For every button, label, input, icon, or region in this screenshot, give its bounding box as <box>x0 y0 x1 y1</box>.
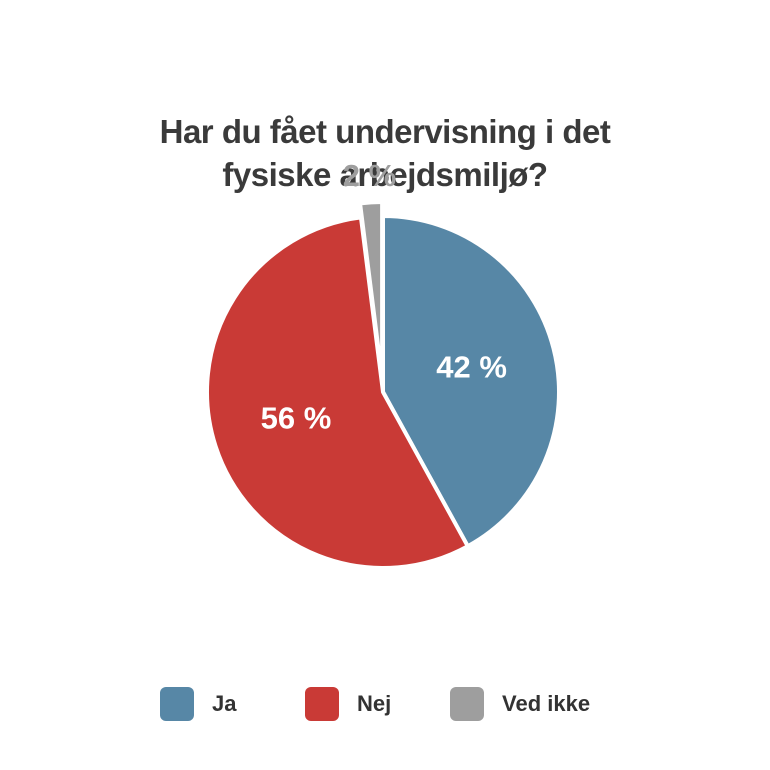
data-label-ja: 42 % <box>436 349 507 384</box>
legend: Ja Nej Ved ikke <box>0 686 770 726</box>
legend-item-ved-ikke: Ved ikke <box>450 686 590 722</box>
legend-item-nej: Nej <box>305 686 391 722</box>
legend-swatch-nej <box>305 687 339 721</box>
pie-slice-ved-ikke <box>358 200 385 381</box>
chart-title: Har du fået undervisning i det fysiske a… <box>0 110 770 196</box>
legend-swatch-ved-ikke <box>450 687 484 721</box>
data-label-ved-ikke: 2 % <box>343 158 396 193</box>
legend-label-ja: Ja <box>212 691 237 716</box>
legend-label-ved-ikke: Ved ikke <box>502 691 591 716</box>
pie-slice-nej <box>205 215 470 570</box>
data-label-nej: 56 % <box>261 400 332 435</box>
legend-swatch-ja <box>160 687 194 721</box>
pie-slice-ja <box>381 214 561 549</box>
legend-label-nej: Nej <box>357 691 392 716</box>
chart-title-line-2: fysiske arbejdsmiljø? <box>222 156 548 193</box>
legend-item-ja: Ja <box>160 686 236 722</box>
chart-title-line-1: Har du fået undervisning i det <box>159 113 611 150</box>
